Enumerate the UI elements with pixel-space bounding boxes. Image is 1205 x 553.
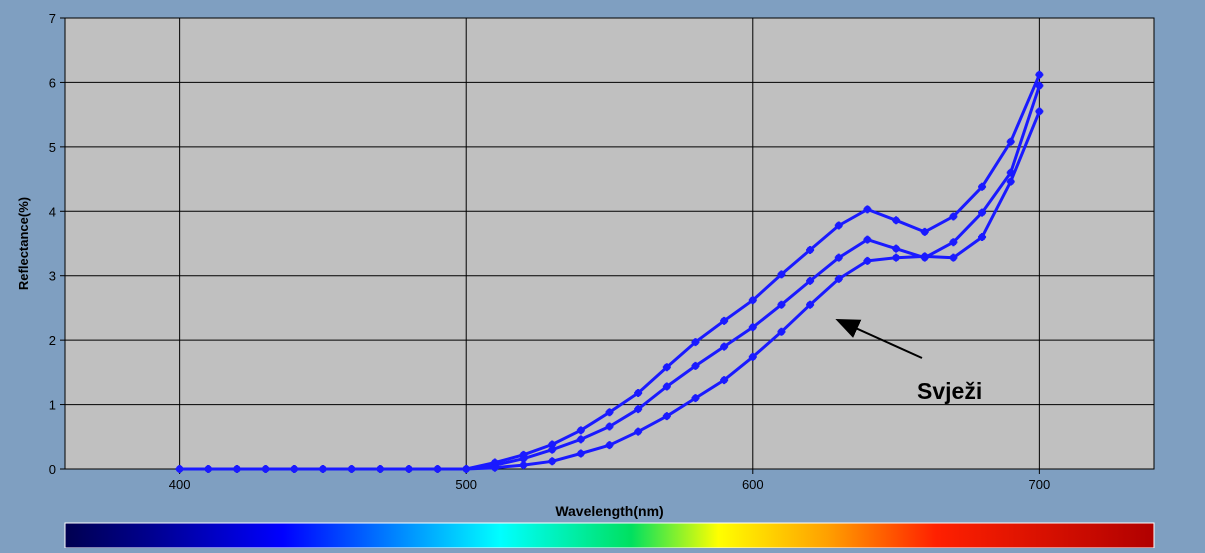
data-point-marker [892, 216, 901, 225]
data-point-marker [232, 465, 241, 473]
data-point-marker [261, 465, 270, 473]
data-point-marker [863, 235, 872, 244]
data-point-marker [204, 465, 213, 473]
data-point-marker [433, 465, 442, 473]
x-tick-label: 500 [455, 477, 477, 492]
y-tick-label: 2 [49, 333, 56, 348]
annotation-arrow [835, 318, 923, 359]
y-tick-label: 3 [49, 269, 56, 284]
annotation-label: Svježi [917, 378, 982, 404]
data-point-marker [634, 427, 643, 436]
data-point-marker [978, 182, 987, 191]
grid-lines [65, 17, 1154, 470]
spectrum-bar [64, 522, 1155, 549]
data-point-marker [863, 205, 872, 214]
data-point-marker [806, 245, 815, 254]
data-point-marker [318, 465, 327, 473]
y-tick-label: 6 [49, 75, 56, 90]
data-point-marker [720, 316, 729, 325]
data-point-marker [949, 212, 958, 221]
data-point-marker [605, 408, 614, 417]
data-point-marker [949, 238, 958, 247]
data-point-marker [691, 338, 700, 347]
y-tick-label: 0 [49, 462, 56, 477]
data-point-marker [576, 426, 585, 435]
data-point-marker [892, 244, 901, 253]
data-point-marker [576, 449, 585, 458]
data-point-marker [347, 465, 356, 473]
data-point-marker [1035, 107, 1044, 116]
y-tick-label: 7 [49, 11, 56, 26]
data-point-marker [777, 300, 786, 309]
data-point-marker [978, 233, 987, 242]
plot-area [64, 17, 1155, 470]
data-point-marker [777, 327, 786, 336]
data-point-marker [949, 253, 958, 262]
data-point-marker [662, 382, 671, 391]
data-point-marker [1006, 137, 1015, 146]
data-point-marker [548, 457, 557, 466]
data-point-marker [634, 405, 643, 414]
data-point-marker [834, 253, 843, 262]
data-point-marker [290, 465, 299, 473]
data-point-marker [519, 461, 528, 470]
data-point-marker [720, 376, 729, 385]
data-point-marker [605, 441, 614, 450]
x-tick-label: 400 [169, 477, 191, 492]
data-point-marker [806, 300, 815, 309]
data-point-marker [1006, 177, 1015, 186]
data-point-marker [863, 256, 872, 265]
x-tick-label: 600 [742, 477, 764, 492]
data-point-marker [806, 276, 815, 285]
data-point-marker [748, 323, 757, 332]
data-point-marker [691, 394, 700, 403]
x-axis-label: Wavelength(nm) [555, 503, 663, 519]
y-tick-label: 1 [49, 398, 56, 413]
y-tick-label: 4 [49, 204, 56, 219]
y-axis-label: Reflectance(%) [16, 197, 31, 290]
data-point-marker [376, 465, 385, 473]
series-3 [175, 107, 1044, 473]
data-point-marker [662, 363, 671, 372]
x-tick-label: 700 [1029, 477, 1051, 492]
data-series [175, 70, 1044, 473]
data-point-marker [834, 221, 843, 230]
data-point-marker [662, 412, 671, 421]
annotation: Svježi [835, 318, 982, 404]
data-point-marker [462, 465, 471, 473]
data-point-marker [892, 253, 901, 262]
data-point-marker [691, 361, 700, 370]
data-point-marker [490, 463, 499, 472]
data-point-marker [634, 388, 643, 397]
data-point-marker [175, 465, 184, 473]
data-point-marker [748, 296, 757, 305]
data-point-marker [404, 465, 413, 473]
data-point-marker [920, 227, 929, 236]
data-point-marker [720, 342, 729, 351]
data-point-marker [605, 422, 614, 431]
data-point-marker [748, 352, 757, 361]
data-point-marker [978, 208, 987, 217]
data-point-marker [777, 270, 786, 279]
data-point-marker [1035, 81, 1044, 90]
data-point-marker [834, 274, 843, 283]
data-point-marker [1035, 70, 1044, 79]
data-point-marker [920, 252, 929, 261]
data-point-marker [548, 445, 557, 454]
y-tick-label: 5 [49, 140, 56, 155]
data-point-marker [576, 435, 585, 444]
